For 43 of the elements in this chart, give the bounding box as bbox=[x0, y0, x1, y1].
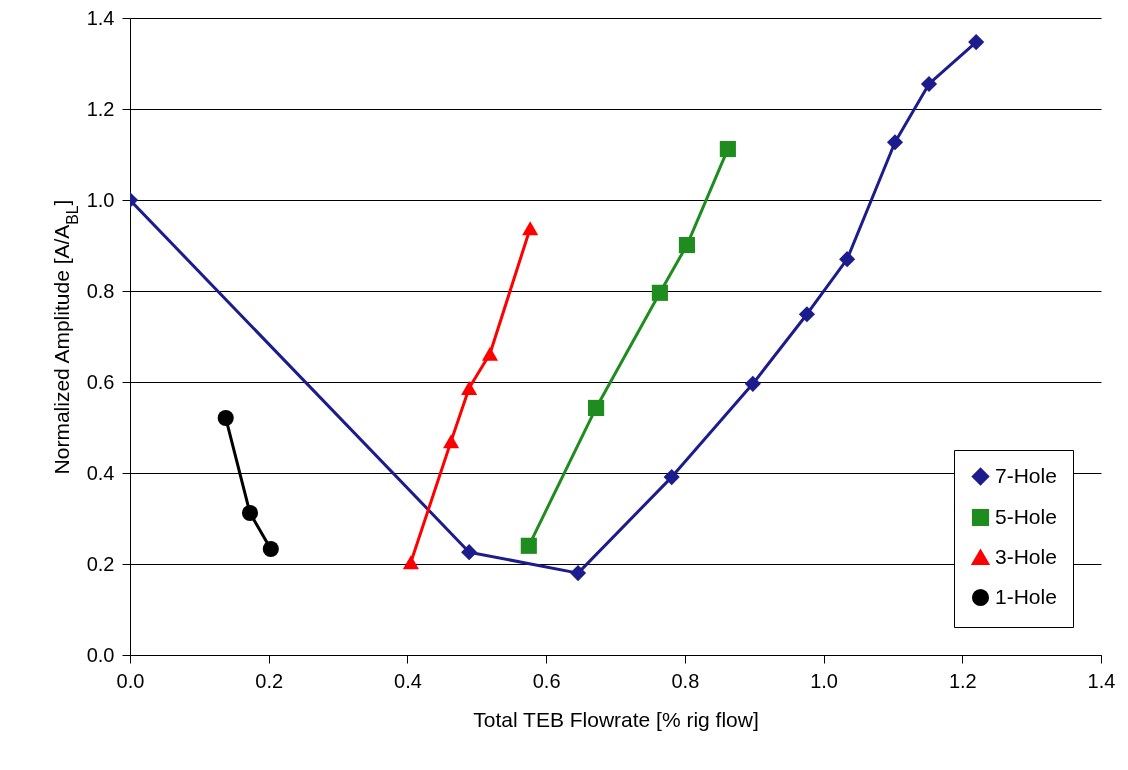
point bbox=[839, 251, 856, 268]
point bbox=[522, 221, 539, 236]
y-tick-label: 0.2 bbox=[86, 552, 115, 575]
point bbox=[920, 75, 938, 93]
x-tick-label: 1.2 bbox=[948, 669, 977, 692]
point bbox=[520, 537, 537, 554]
point bbox=[886, 134, 904, 151]
legend-label: 5-Hole bbox=[995, 504, 1057, 528]
legend-label: 1-Hole bbox=[995, 584, 1057, 608]
point bbox=[402, 555, 419, 570]
x-tick-label: 0.8 bbox=[671, 669, 700, 692]
point bbox=[663, 469, 680, 486]
y-tick-label: 0.0 bbox=[86, 643, 115, 666]
point bbox=[588, 399, 605, 416]
x-tick-label: 0.0 bbox=[116, 669, 145, 692]
legend-label: 3-Hole bbox=[995, 544, 1057, 568]
point bbox=[217, 409, 234, 426]
y-tick-label: 1.0 bbox=[86, 188, 115, 211]
x-tick-label: 0.2 bbox=[255, 669, 284, 692]
point bbox=[678, 236, 695, 254]
y-tick-label: 1.2 bbox=[86, 97, 115, 120]
point bbox=[241, 504, 259, 522]
y-tick-label: 0.8 bbox=[86, 279, 115, 302]
point bbox=[461, 544, 478, 561]
y-tick-label: 1.4 bbox=[86, 6, 115, 29]
point bbox=[651, 284, 668, 301]
y-tick-label: 0.4 bbox=[86, 461, 115, 484]
x-axis-title: Total TEB Flowrate [% rig flow] bbox=[473, 707, 759, 731]
legend-label: 7-Hole bbox=[995, 463, 1057, 487]
point bbox=[481, 346, 499, 361]
point bbox=[461, 380, 478, 395]
point bbox=[569, 565, 587, 582]
point bbox=[968, 34, 985, 51]
x-tick-label: 1.4 bbox=[1087, 669, 1116, 692]
point bbox=[262, 540, 279, 558]
x-tick-label: 0.4 bbox=[394, 669, 422, 692]
x-tick-label: 1.0 bbox=[810, 669, 838, 692]
point bbox=[443, 434, 460, 449]
point bbox=[798, 306, 815, 323]
x-tick-label: 0.6 bbox=[532, 669, 561, 692]
point bbox=[744, 375, 761, 392]
point bbox=[719, 140, 736, 158]
y-tick-label: 0.6 bbox=[86, 370, 115, 393]
